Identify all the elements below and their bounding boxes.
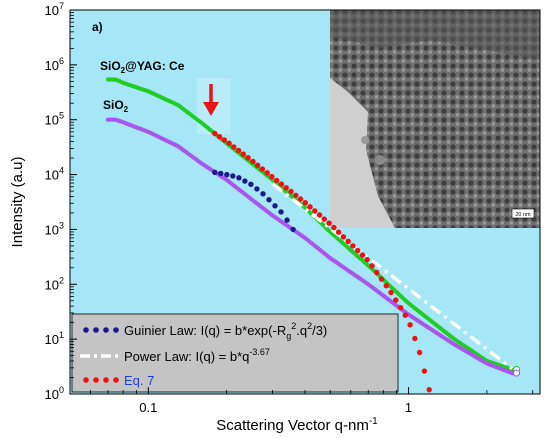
data-point bbox=[302, 200, 308, 206]
series-guinier-law-i-q-b-exp-rg2-q2-3 bbox=[212, 169, 296, 233]
data-point bbox=[374, 269, 380, 276]
legend: Guinier Law: I(q) = b*exp(-Rg2.q2/3) Pow… bbox=[71, 313, 399, 393]
data-point bbox=[226, 140, 232, 146]
data-point bbox=[364, 256, 370, 263]
data-point bbox=[412, 335, 418, 342]
data-point bbox=[393, 297, 399, 303]
data-point bbox=[224, 171, 230, 178]
data-point bbox=[254, 186, 260, 192]
data-point bbox=[350, 243, 356, 249]
data-point bbox=[248, 181, 254, 187]
legend-marker-guinier bbox=[83, 327, 119, 333]
inset-scale-bar-label: 20 nm bbox=[515, 212, 531, 218]
sample-label-sio2: SiO2 bbox=[103, 98, 129, 114]
data-point bbox=[242, 178, 248, 184]
data-point bbox=[331, 224, 337, 231]
data-point bbox=[321, 216, 327, 222]
data-point bbox=[212, 130, 218, 137]
data-point bbox=[378, 276, 385, 282]
y-tick-label: 107 bbox=[45, 1, 64, 18]
data-point bbox=[513, 369, 521, 377]
data-point bbox=[316, 212, 323, 218]
data-point bbox=[230, 173, 236, 179]
inset-tem-image: 20 nm bbox=[330, 10, 540, 228]
data-point bbox=[240, 151, 246, 157]
x-axis-title: Scattering Vector q-nm-1 bbox=[216, 416, 378, 434]
axis-layer: 100 101 102 103 104 105 106 107 0.1 1 bbox=[45, 1, 534, 415]
data-point bbox=[236, 175, 242, 181]
data-point bbox=[312, 208, 318, 214]
power-law-fit-line bbox=[271, 182, 514, 371]
y-axis-title: Intensity (a.u) bbox=[9, 157, 26, 248]
data-point bbox=[307, 204, 313, 210]
data-point bbox=[231, 144, 237, 150]
legend-label-power: Power Law: I(q) = b*q-3.67 bbox=[124, 347, 270, 364]
data-point bbox=[402, 312, 408, 318]
data-point bbox=[269, 173, 275, 180]
data-point bbox=[221, 137, 227, 143]
data-point bbox=[260, 191, 266, 197]
x-tick-label: 1 bbox=[405, 400, 412, 415]
data-point bbox=[272, 203, 278, 209]
data-point bbox=[264, 170, 270, 176]
data-point bbox=[235, 147, 242, 154]
panel-label: a) bbox=[92, 20, 103, 34]
sample-label-yag: SiO2@YAG: Ce bbox=[100, 59, 185, 75]
data-point bbox=[335, 229, 342, 235]
data-point bbox=[284, 217, 290, 223]
data-point bbox=[369, 263, 375, 269]
data-point bbox=[293, 192, 299, 198]
data-point bbox=[340, 234, 347, 240]
data-point bbox=[383, 283, 389, 289]
y-tick-label: 105 bbox=[45, 111, 64, 128]
legend-marker-eq7 bbox=[83, 377, 119, 383]
data-point bbox=[245, 155, 251, 161]
data-point bbox=[216, 134, 223, 140]
data-point bbox=[212, 169, 218, 175]
legend-label-guinier: Guinier Law: I(q) = b*exp(-Rg2.q2/3) bbox=[124, 321, 327, 341]
data-point bbox=[288, 188, 294, 195]
y-tick-label: 100 bbox=[45, 385, 64, 402]
legend-label-eq7: Eq. 7 bbox=[124, 373, 154, 388]
data-point bbox=[426, 387, 432, 393]
data-point bbox=[278, 209, 284, 215]
data-point bbox=[297, 196, 304, 202]
data-point bbox=[283, 185, 289, 191]
series-power-law-i-q-b-q-3-67 bbox=[271, 182, 514, 371]
data-point bbox=[359, 252, 366, 258]
data-point bbox=[266, 197, 272, 203]
data-point bbox=[416, 349, 423, 356]
legend-item-eq7: Eq. 7 bbox=[83, 373, 154, 388]
y-tick-label: 106 bbox=[45, 56, 64, 73]
data-point bbox=[250, 158, 256, 165]
legend-item-power: Power Law: I(q) = b*q-3.67 bbox=[80, 347, 270, 364]
data-point bbox=[355, 247, 361, 254]
data-point bbox=[218, 170, 224, 177]
x-tick-label: 0.1 bbox=[139, 400, 157, 415]
data-point bbox=[345, 238, 351, 244]
legend-item-guinier: Guinier Law: I(q) = b*exp(-Rg2.q2/3) bbox=[83, 321, 327, 341]
y-tick-label: 104 bbox=[45, 166, 64, 183]
data-point bbox=[278, 181, 285, 187]
y-tick-label: 102 bbox=[45, 275, 64, 292]
data-point bbox=[259, 166, 266, 172]
series-layer bbox=[105, 77, 521, 393]
inset-scale-bar bbox=[511, 208, 535, 219]
data-point bbox=[397, 305, 404, 311]
data-point bbox=[290, 226, 296, 233]
data-point bbox=[421, 368, 428, 374]
y-tick-label: 101 bbox=[45, 330, 64, 347]
data-point bbox=[388, 289, 394, 296]
y-tick-label: 103 bbox=[45, 220, 64, 237]
data-point bbox=[326, 220, 332, 226]
data-point bbox=[274, 177, 280, 184]
series-eq-7 bbox=[212, 130, 432, 393]
data-point bbox=[407, 322, 413, 328]
data-point bbox=[254, 162, 261, 168]
